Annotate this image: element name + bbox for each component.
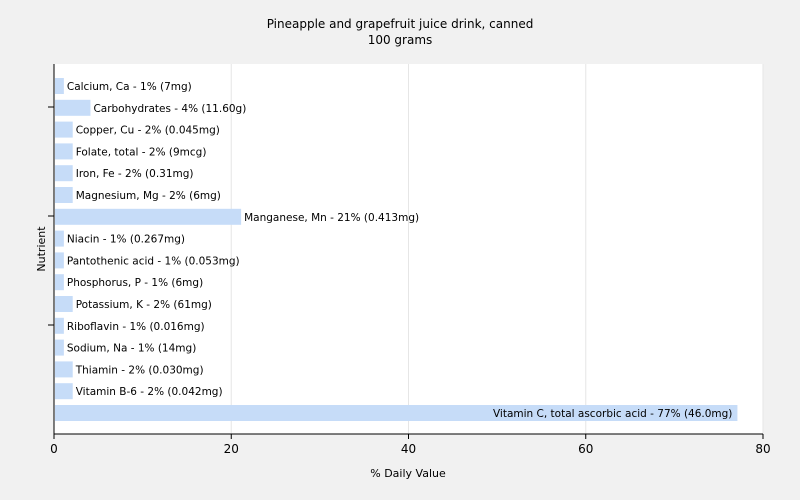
bar-label: Calcium, Ca - 1% (7mg): [67, 81, 192, 93]
bar-label: Potassium, K - 2% (61mg): [76, 299, 212, 311]
x-axis-title: % Daily Value: [370, 467, 446, 480]
bar: [55, 361, 73, 378]
bar: [55, 99, 91, 116]
bar-label: Sodium, Na - 1% (14mg): [67, 343, 196, 355]
bar: [55, 143, 73, 160]
bar: [55, 208, 242, 225]
bars: [55, 78, 738, 421]
y-axis-ticks: [48, 106, 54, 326]
chart-title: Pineapple and grapefruit juice drink, ca…: [267, 17, 534, 31]
bar: [55, 78, 64, 94]
bar-label: Phosphorus, P - 1% (6mg): [67, 277, 203, 289]
bar-labels: Calcium, Ca - 1% (7mg) Carbohydrates - 4%…: [67, 81, 733, 420]
bar: [55, 317, 64, 334]
bar-label: Vitamin B-6 - 2% (0.042mg): [76, 386, 223, 398]
bar: [55, 187, 73, 203]
bar: [55, 230, 64, 247]
bar-label: Magnesium, Mg - 2% (6mg): [76, 190, 221, 202]
x-tick-label: 80: [755, 442, 770, 456]
bar-label: Manganese, Mn - 21% (0.413mg): [244, 212, 419, 224]
chart-subtitle: 100 grams: [368, 33, 433, 47]
bar: [55, 165, 73, 182]
x-axis-ticks: 0 20 40 60 80: [50, 434, 771, 456]
x-tick-label: 20: [224, 442, 239, 456]
y-axis-title: Nutrient: [35, 226, 48, 272]
bar-label: Niacin - 1% (0.267mg): [67, 234, 185, 246]
bar: [55, 274, 64, 291]
bar-label: Folate, total - 2% (9mcg): [76, 146, 207, 158]
bar-label: Riboflavin - 1% (0.016mg): [67, 321, 205, 333]
bar-label: Iron, Fe - 2% (0.31mg): [76, 168, 194, 180]
bar-label: Pantothenic acid - 1% (0.053mg): [67, 255, 240, 267]
bar-label: Thiamin - 2% (0.030mg): [75, 364, 204, 376]
bar-label: Carbohydrates - 4% (11.60g): [93, 103, 246, 115]
bar: [55, 405, 738, 421]
gridlines: [230, 64, 764, 434]
x-tick-label: 40: [401, 442, 416, 456]
x-tick-label: 0: [50, 442, 58, 456]
bar: [55, 339, 64, 356]
bar: [55, 121, 73, 138]
bar: [55, 296, 73, 312]
bar: [55, 383, 73, 400]
bar-label: Copper, Cu - 2% (0.045mg): [76, 125, 220, 137]
bar-label: Vitamin C, total ascorbic acid - 77% (46…: [493, 408, 732, 420]
bar: [55, 252, 64, 269]
x-tick-label: 60: [578, 442, 593, 456]
